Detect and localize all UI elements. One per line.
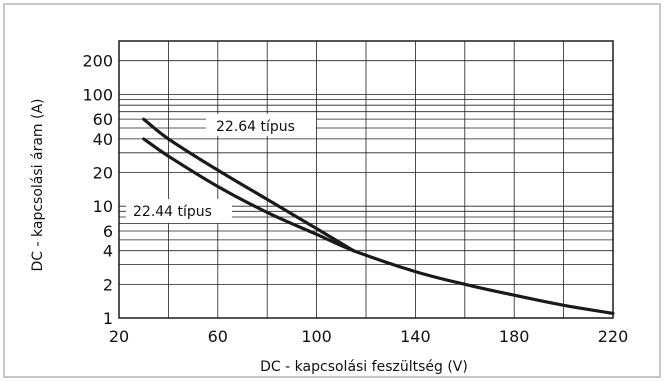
x-tick-label: 60	[208, 327, 228, 346]
y-tick-label: 10	[93, 197, 113, 216]
y-tick-label: 100	[82, 85, 113, 104]
outer-border	[3, 3, 661, 378]
y-tick-label: 4	[103, 242, 113, 261]
y-tick-label: 20	[93, 164, 113, 183]
y-tick-label: 6	[103, 222, 113, 241]
x-tick-label: 20	[109, 327, 129, 346]
x-axis-title: DC - kapcsolási feszültség (V)	[260, 359, 468, 375]
y-tick-label: 200	[82, 52, 113, 71]
plot-border	[118, 40, 614, 319]
y-axis-title: DC - kapcsolási áram (A)	[30, 99, 46, 272]
x-tick-label: 140	[400, 327, 431, 346]
y-tick-label: 1	[103, 309, 113, 328]
y-tick-label: 2	[103, 275, 113, 294]
series-layer	[142, 117, 615, 315]
x-tick-label: 220	[598, 327, 629, 346]
annotation-22-44: 22.44 típus	[133, 204, 212, 220]
series-line-0	[142, 117, 356, 253]
annotation-bg-22-64	[206, 114, 316, 136]
x-tick-label: 100	[301, 327, 332, 346]
annotation-bg-22-44	[126, 199, 232, 223]
series-line-1	[142, 137, 615, 315]
y-tick-label: 40	[93, 130, 113, 149]
y-tick-label: 60	[93, 110, 113, 129]
x-tick-label: 180	[499, 327, 530, 346]
annotation-22-64: 22.64 típus	[216, 119, 295, 135]
